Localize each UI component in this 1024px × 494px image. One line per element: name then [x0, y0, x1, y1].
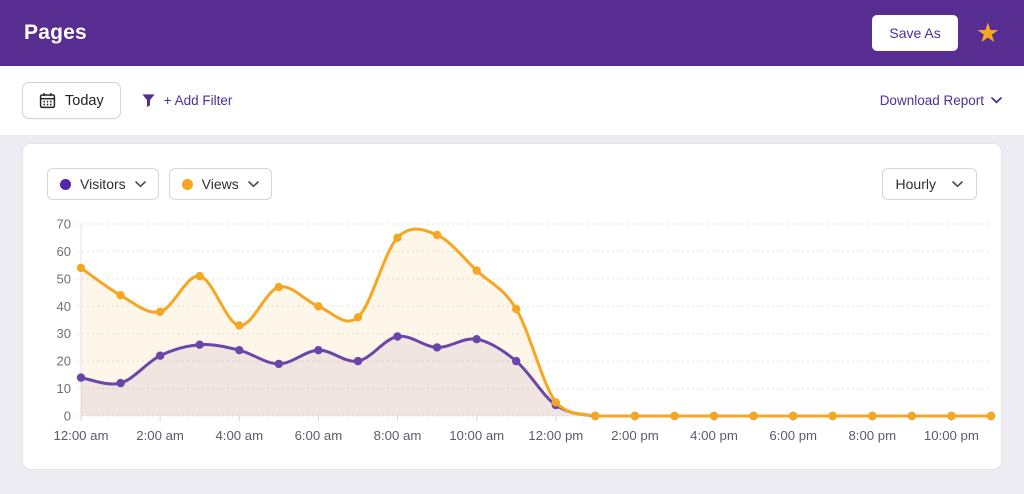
- add-filter-label: + Add Filter: [163, 93, 233, 108]
- svg-text:10: 10: [57, 381, 71, 396]
- chevron-down-icon: [134, 180, 146, 188]
- funnel-icon: [141, 93, 156, 108]
- chart-controls: Visitors Views Hourly: [47, 168, 977, 200]
- chart-card: Visitors Views Hourly 0 10 20 30 40 50 6: [22, 143, 1002, 470]
- svg-text:10:00 pm: 10:00 pm: [924, 428, 979, 443]
- svg-text:4:00 am: 4:00 am: [215, 428, 263, 443]
- hourly-chart[interactable]: 0 10 20 30 40 50 60 70 12:00 am 2:00 am 4:00 am 6:0…: [47, 212, 997, 452]
- header-actions: Save As ★: [872, 15, 1000, 51]
- svg-text:8:00 am: 8:00 am: [374, 428, 422, 443]
- svg-text:20: 20: [57, 354, 71, 369]
- svg-text:40: 40: [57, 299, 71, 314]
- svg-text:4:00 pm: 4:00 pm: [690, 428, 738, 443]
- svg-text:2:00 pm: 2:00 pm: [611, 428, 659, 443]
- svg-text:6:00 am: 6:00 am: [295, 428, 343, 443]
- calendar-icon: [39, 92, 56, 109]
- chevron-down-icon: [991, 97, 1002, 104]
- page-body: Visitors Views Hourly 0 10 20 30 40 50 6: [0, 135, 1024, 470]
- metric-selector-views[interactable]: Views: [168, 168, 272, 200]
- favorite-star-icon[interactable]: ★: [975, 17, 1000, 48]
- svg-text:10:00 am: 10:00 am: [449, 428, 504, 443]
- app-header: Pages Save As ★: [0, 0, 1024, 66]
- date-range-button[interactable]: Today: [22, 82, 121, 119]
- svg-text:6:00 pm: 6:00 pm: [769, 428, 817, 443]
- metric-views-label: Views: [201, 176, 239, 192]
- svg-text:70: 70: [57, 217, 71, 232]
- page-title: Pages: [24, 21, 87, 44]
- svg-text:2:00 am: 2:00 am: [136, 428, 184, 443]
- svg-text:50: 50: [57, 271, 71, 286]
- views-dot-icon: [181, 178, 193, 190]
- download-report-button[interactable]: Download Report: [880, 93, 1002, 108]
- svg-text:12:00 am: 12:00 am: [54, 428, 109, 443]
- svg-text:12:00 pm: 12:00 pm: [528, 428, 583, 443]
- svg-text:0: 0: [64, 409, 71, 424]
- chevron-down-icon: [247, 180, 259, 188]
- svg-text:30: 30: [57, 326, 71, 341]
- chart-area: 0 10 20 30 40 50 60 70 12:00 am 2:00 am 4:00 am 6:0…: [47, 212, 996, 457]
- metric-visitors-label: Visitors: [80, 176, 126, 192]
- download-report-label: Download Report: [879, 93, 984, 108]
- save-as-button[interactable]: Save As: [872, 15, 958, 51]
- filter-toolbar: Today + Add Filter Download Report: [0, 66, 1024, 135]
- metric-selector-visitors[interactable]: Visitors: [47, 168, 159, 200]
- svg-text:60: 60: [57, 244, 71, 259]
- interval-selector[interactable]: Hourly: [881, 168, 977, 200]
- add-filter-button[interactable]: + Add Filter: [141, 93, 233, 108]
- svg-text:8:00 pm: 8:00 pm: [848, 428, 896, 443]
- chevron-down-icon: [952, 180, 963, 188]
- date-range-label: Today: [65, 92, 104, 109]
- interval-label: Hourly: [895, 176, 936, 192]
- visitors-dot-icon: [60, 178, 71, 190]
